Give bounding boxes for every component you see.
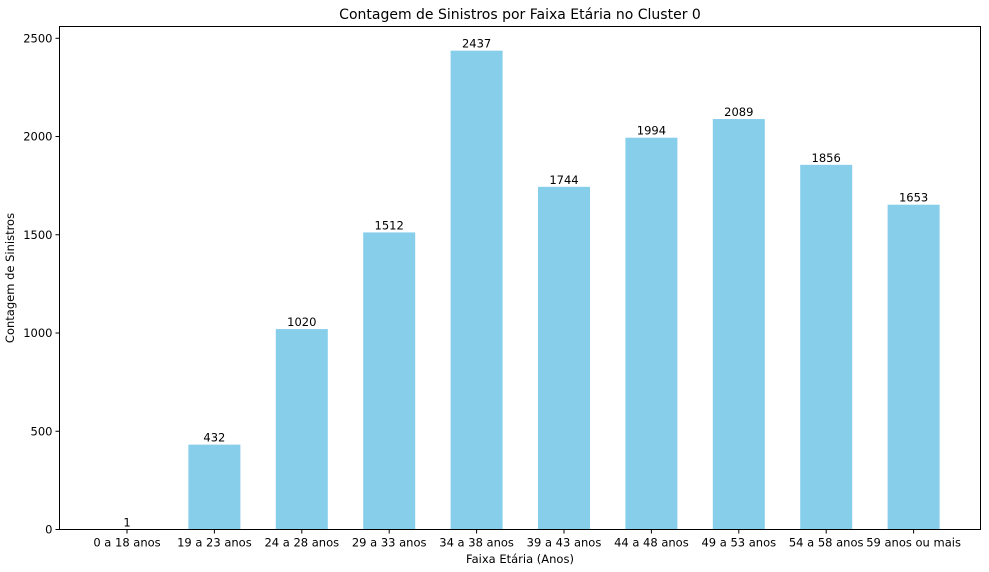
data-label-0: 1 [123,515,130,529]
bar-4 [450,50,503,530]
bar-6 [625,137,678,530]
bar-2 [275,329,328,530]
y-axis-ticks: 0 500 1000 1500 2000 2500 [23,31,60,537]
x-tick-label-7: 49 a 53 anos [701,536,776,550]
data-labels-group: 1 432 1020 1512 2437 1744 1994 2089 1856 1653 [123,37,928,530]
x-tick-label-0: 0 a 18 anos [93,536,160,550]
plot-frame [59,26,981,530]
data-label-7: 2089 [724,105,753,119]
x-axis-label: Faixa Etária (Anos) [466,552,574,566]
y-tick-label-3: 1500 [23,228,52,242]
data-label-1: 432 [203,431,225,445]
bars-group [101,50,940,530]
bar-1 [188,444,241,530]
data-label-8: 1856 [812,151,841,165]
x-tick-label-2: 24 a 28 anos [264,536,339,550]
data-label-5: 1744 [549,173,578,187]
data-label-9: 1653 [899,191,928,205]
y-tick-label-2: 1000 [23,326,52,340]
x-tick-label-9: 59 anos ou mais [866,536,961,550]
data-label-4: 2437 [462,37,491,51]
chart-title: Contagem de Sinistros por Faixa Etária n… [339,7,701,23]
x-tick-label-1: 19 a 23 anos [177,536,252,550]
bar-9 [887,204,940,530]
x-tick-label-3: 29 a 33 anos [352,536,427,550]
x-tick-label-5: 39 a 43 anos [527,536,602,550]
bar-5 [538,186,590,530]
data-label-2: 1020 [287,315,316,329]
y-tick-label-4: 2000 [23,130,52,144]
bar-7 [712,119,765,530]
bar-3 [363,232,416,530]
x-tick-label-4: 34 a 38 anos [439,536,514,550]
y-tick-label-5: 2500 [23,31,52,45]
y-tick-label-0: 0 [45,523,52,537]
x-tick-label-8: 54 a 58 anos [789,536,864,550]
x-axis-ticks: 0 a 18 anos 19 a 23 anos 24 a 28 anos 29 a … [93,529,961,550]
bar-8 [800,164,853,530]
y-axis-label: Contagem de Sinistros [3,213,17,343]
data-label-3: 1512 [375,218,404,232]
y-tick-label-1: 500 [31,424,53,438]
x-tick-label-6: 44 a 48 anos [614,536,689,550]
data-label-6: 1994 [637,124,666,138]
